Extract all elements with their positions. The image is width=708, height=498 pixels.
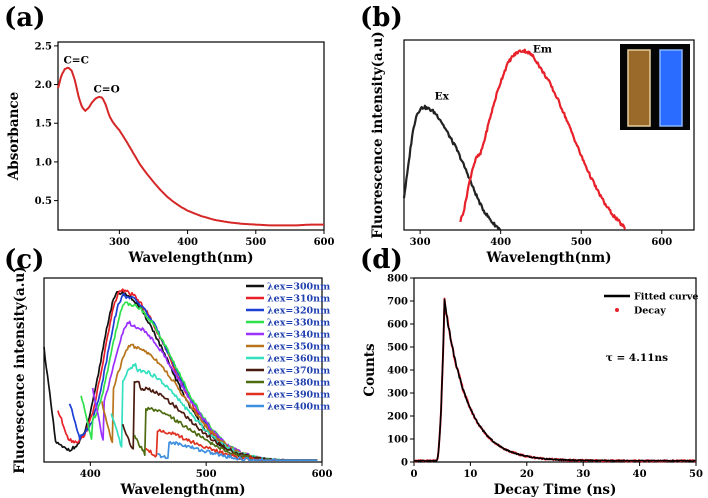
x-tick-label-d: 0 bbox=[411, 469, 418, 480]
series-line-9 bbox=[133, 406, 318, 462]
legend-label-fitted-curve: Fitted curve bbox=[634, 292, 698, 303]
y-axis-title-c: Fluorescence intensity(a.u) bbox=[12, 266, 28, 473]
x-axis-title-a: Wavelength(nm) bbox=[127, 250, 253, 266]
x-tick-label-a: 500 bbox=[245, 237, 266, 248]
series-line-11 bbox=[157, 441, 318, 462]
chart-c-excitation-dependent: 400 500 600 Wavelength(nm) Fluorescence inte… bbox=[12, 266, 332, 498]
y-tick-label-d: 300 bbox=[387, 389, 408, 400]
x-tick-label-b: 300 bbox=[410, 237, 431, 248]
legend-label-c: λex=400nm bbox=[267, 402, 330, 413]
legend-label-c: λex=380nm bbox=[267, 378, 330, 389]
legend-label-c: λex=350nm bbox=[267, 342, 330, 353]
y-tick-label-a: 1.0 bbox=[35, 157, 52, 168]
y-tick-label-a: 2.0 bbox=[35, 80, 52, 91]
chart-b-fluorescence: 300 400 500 600 Wavelength(nm) Fluorescence i… bbox=[370, 31, 695, 266]
legend-label-c: λex=390nm bbox=[267, 390, 330, 401]
x-axis-title-b: Wavelength(nm) bbox=[485, 250, 611, 266]
x-tick-label-c: 400 bbox=[80, 469, 101, 480]
x-tick-label-c: 600 bbox=[312, 469, 333, 480]
series-line-ex bbox=[402, 104, 502, 232]
plot-frame-a bbox=[57, 41, 325, 231]
plot-frame-b bbox=[403, 39, 695, 231]
x-tick-label-d: 30 bbox=[576, 469, 590, 480]
legend-label-c: λex=360nm bbox=[267, 354, 330, 365]
x-tick-label-d: 50 bbox=[689, 469, 703, 480]
y-tick-label-d: 800 bbox=[387, 274, 408, 285]
y-axis-title-a: Absorbance bbox=[6, 92, 22, 181]
x-tick-label-a: 400 bbox=[177, 237, 198, 248]
x-tick-label-b: 400 bbox=[490, 237, 511, 248]
chart-d-decay: 0 10 20 30 40 500100200300400500600700800Deca… bbox=[362, 274, 703, 498]
legend-swatch-decay bbox=[615, 308, 619, 312]
panel-label-c: (c) bbox=[4, 245, 44, 275]
inset-cuvette-uv bbox=[659, 49, 683, 127]
annotation-em: Em bbox=[533, 44, 552, 56]
plot-frame-c bbox=[43, 277, 323, 463]
x-tick-label-d: 40 bbox=[633, 469, 647, 480]
chart-a-absorbance: 300 400 500 600 0.5 1.0 1.5 2.0 2.5 Wavelength(nm… bbox=[6, 41, 334, 266]
x-axis-title-c: Wavelength(nm) bbox=[119, 482, 245, 498]
x-axis-title-d: Decay Time (ns) bbox=[494, 482, 617, 498]
series-line-decay bbox=[413, 297, 697, 463]
series-line-10 bbox=[145, 428, 318, 462]
x-tick-label-d: 10 bbox=[463, 469, 477, 480]
inset-cuvette-daylight bbox=[627, 49, 651, 127]
y-tick-label-d: 500 bbox=[387, 343, 408, 354]
annotation-c-o: C=O bbox=[93, 83, 119, 95]
legend-label-decay: Decay bbox=[634, 306, 666, 317]
legend-label-c: λex=330nm bbox=[267, 318, 330, 329]
y-tick-label-d: 0 bbox=[401, 458, 408, 469]
annotation-tau: τ = 4.11ns bbox=[606, 352, 668, 364]
x-tick-label-d: 20 bbox=[520, 469, 534, 480]
legend-label-c: λex=310nm bbox=[267, 294, 330, 305]
x-tick-label-b: 500 bbox=[571, 237, 592, 248]
y-tick-label-d: 600 bbox=[387, 320, 408, 331]
panel-label-b: (b) bbox=[360, 3, 403, 33]
y-tick-label-a: 2.5 bbox=[35, 41, 52, 52]
legend-label-c: λex=320nm bbox=[267, 306, 330, 317]
x-tick-label-a: 300 bbox=[109, 237, 130, 248]
series-line-absorbance bbox=[57, 66, 324, 227]
annotation-c-c: C=C bbox=[63, 55, 89, 67]
legend-label-c: λex=370nm bbox=[267, 366, 330, 377]
x-tick-label-a: 600 bbox=[314, 237, 335, 248]
y-axis-title-d: Counts bbox=[362, 343, 378, 397]
y-axis-title-b: Fluorescence intensity(a.u) bbox=[370, 31, 386, 238]
series-line-fitted-curve bbox=[413, 298, 696, 463]
y-tick-label-a: 0.5 bbox=[35, 196, 52, 207]
legend-label-c: λex=340nm bbox=[267, 330, 330, 341]
y-tick-label-d: 200 bbox=[387, 412, 408, 423]
panel-label-d: (d) bbox=[360, 245, 403, 275]
y-tick-label-d: 400 bbox=[387, 366, 408, 377]
x-tick-label-c: 500 bbox=[196, 469, 217, 480]
panel-label-a: (a) bbox=[4, 3, 45, 33]
y-tick-label-d: 100 bbox=[387, 435, 408, 446]
series-line-em bbox=[459, 48, 626, 230]
y-tick-label-d: 700 bbox=[387, 297, 408, 308]
annotation-ex: Ex bbox=[435, 91, 450, 103]
y-tick-label-a: 1.5 bbox=[35, 119, 52, 130]
legend-label-c: λex=300nm bbox=[267, 282, 330, 293]
x-tick-label-b: 600 bbox=[651, 237, 672, 248]
